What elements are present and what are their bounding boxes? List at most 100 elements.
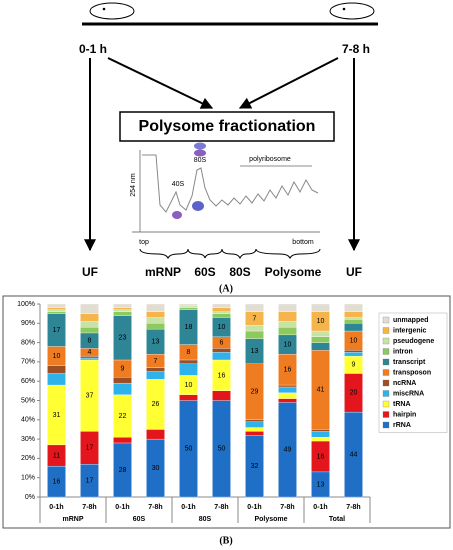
bar-segment: [80, 357, 99, 361]
y-tick-label: 30%: [21, 436, 35, 443]
y-tick-label: 40%: [21, 417, 35, 424]
panel-label: (A): [219, 283, 233, 294]
bar-segment: [311, 303, 330, 312]
bar-segment: [113, 377, 132, 384]
bar-segment: [146, 429, 165, 440]
bar-segment: [278, 386, 297, 393]
bar-segment: [113, 311, 132, 316]
data-label: 26: [152, 401, 160, 408]
legend-label: pseudogene: [393, 338, 434, 345]
data-label: 18: [185, 324, 193, 331]
data-label: 29: [251, 389, 259, 396]
bar-segment: [179, 359, 198, 364]
fraction-label: mRNP: [145, 265, 181, 279]
bar-segment: [245, 421, 264, 428]
chart: 0% 10% 20% 30% 40% 50% 60% 70% 80% 90% 100% 16 17 28 3…: [17, 301, 448, 523]
y-tick-label: 60%: [21, 378, 35, 385]
time-label: 0-1 h: [79, 42, 107, 56]
bar-segment: [212, 390, 231, 401]
bar-segment: [146, 303, 165, 312]
x-tick-label: 7-8h: [148, 504, 162, 511]
bar-segment: [278, 321, 297, 328]
fraction-label: Polysome: [265, 265, 322, 279]
bar-segment: [278, 327, 297, 336]
legend-swatch: [382, 400, 390, 408]
legend-swatch: [382, 411, 390, 418]
legend-swatch: [382, 369, 390, 376]
bar-segment: [47, 309, 66, 312]
data-label: 16: [284, 366, 292, 373]
bar-segment: [47, 307, 66, 310]
y-tick-label: 50%: [21, 397, 35, 404]
data-label: 6: [220, 339, 224, 346]
bar-segment: [344, 352, 363, 357]
bar-segment: [146, 367, 165, 372]
data-label: 28: [119, 467, 127, 474]
bar-segment: [344, 317, 363, 320]
bar-segment: [344, 303, 363, 312]
bar-segment: [278, 398, 297, 403]
x-tick-label: 7-8h: [346, 504, 360, 511]
legend-swatch: [382, 379, 390, 387]
data-label: 44: [350, 451, 358, 458]
data-label: 8: [187, 349, 191, 356]
y-tick-label: 20%: [21, 455, 35, 462]
legend-label: tRNA: [393, 401, 411, 408]
brace: [139, 248, 189, 260]
data-label: 17: [53, 327, 61, 334]
process-box: [119, 111, 335, 142]
data-label: 22: [119, 413, 127, 420]
data-label: 17: [86, 477, 94, 484]
x-tick-label: 7-8h: [214, 504, 228, 511]
bar-segment: [113, 437, 132, 444]
legend-box: [378, 312, 448, 433]
x-tick-label: 0-1h: [49, 504, 63, 511]
legend-label: rRNA: [393, 422, 411, 429]
bar-segment: [212, 352, 231, 361]
bar-segment: [47, 311, 66, 314]
data-label: 10: [284, 341, 292, 348]
data-label: 7: [154, 358, 158, 365]
profile-label: 80S: [194, 157, 207, 164]
ribosome-icon: [192, 201, 204, 211]
data-label: 31: [53, 412, 61, 419]
fraction-label: 60S: [194, 265, 215, 279]
profile-label: bottom: [292, 239, 314, 246]
bar-segment: [80, 355, 99, 359]
profile-label: 254 nm: [130, 173, 137, 197]
bar-segment: [212, 307, 231, 312]
bar-segment: [344, 311, 363, 318]
data-label: 16: [317, 453, 325, 460]
data-label: 9: [121, 365, 125, 372]
bar-segment: [146, 323, 165, 330]
data-label: 50: [218, 446, 226, 453]
x-tick-label: 0-1h: [115, 504, 129, 511]
bar-segment: [311, 342, 330, 351]
data-label: 13: [152, 338, 160, 345]
panel-a: 0-1 h 7-8 h Polysome fractionation 254 n…: [79, 2, 378, 294]
legend-label: intron: [393, 348, 413, 355]
embryo-dot: [342, 7, 346, 11]
bar-segment: [113, 307, 132, 310]
group-label: 60S: [133, 516, 146, 523]
data-label: 49: [284, 447, 292, 454]
bar-segment: [113, 309, 132, 312]
data-label: 37: [86, 393, 94, 400]
bar-segment: [212, 313, 231, 318]
bar-segment: [212, 303, 231, 309]
bar-segment: [179, 394, 198, 401]
y-tick-label: 0%: [25, 494, 35, 501]
arrow: [238, 57, 339, 109]
ribosome-icon: [194, 149, 206, 157]
profile-label: 40S: [172, 181, 185, 188]
data-label: 10: [218, 324, 226, 331]
profile-curve: [142, 154, 319, 213]
bar-segment: [212, 311, 231, 314]
data-label: 50: [185, 446, 193, 453]
bar-segment: [344, 319, 363, 324]
bar-segment: [179, 303, 198, 307]
bar-segment: [80, 327, 99, 334]
bar-segment: [245, 325, 264, 332]
group-label: 80S: [199, 516, 212, 523]
